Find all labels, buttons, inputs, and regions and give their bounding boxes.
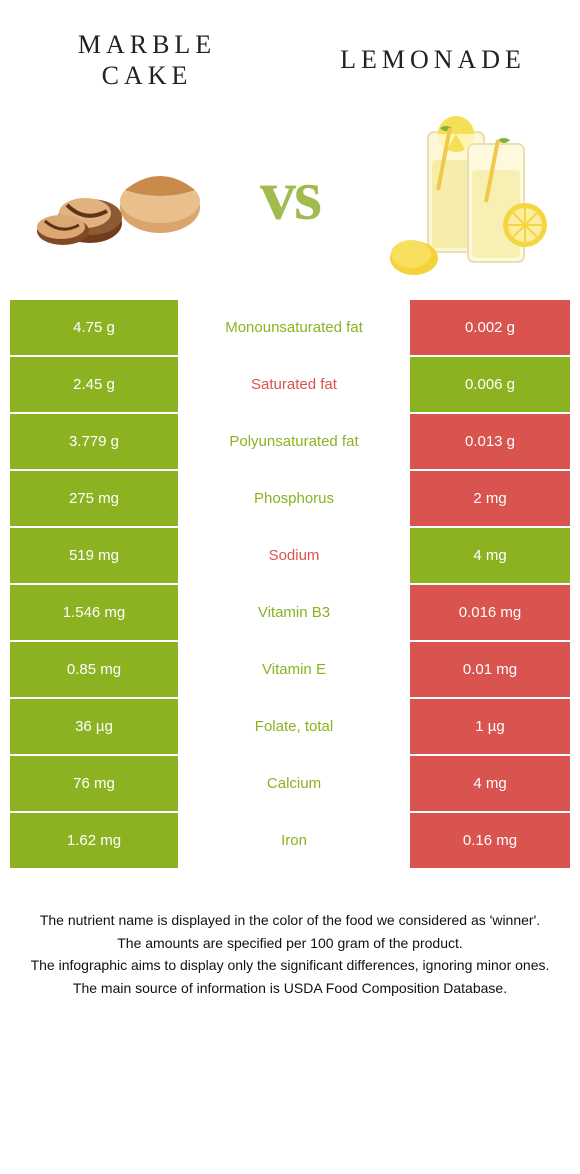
left-value: 275 mg [10, 471, 180, 528]
left-value: 3.779 g [10, 414, 180, 471]
images-row: vs [0, 100, 580, 300]
nutrient-label: Phosphorus [180, 471, 410, 528]
right-value: 4 mg [410, 756, 570, 813]
nutrient-label: Folate, total [180, 699, 410, 756]
right-value: 1 µg [410, 699, 570, 756]
nutrient-label: Calcium [180, 756, 410, 813]
left-value: 4.75 g [10, 300, 180, 357]
left-value: 2.45 g [10, 357, 180, 414]
marble-cake-image [20, 110, 210, 280]
right-value: 2 mg [410, 471, 570, 528]
right-value: 0.013 g [410, 414, 570, 471]
table-row: 3.779 gPolyunsaturated fat0.013 g [10, 414, 570, 471]
table-row: 1.546 mgVitamin B30.016 mg [10, 585, 570, 642]
nutrient-table: 4.75 gMonounsaturated fat0.002 g2.45 gSa… [10, 300, 570, 870]
nutrient-label: Polyunsaturated fat [180, 414, 410, 471]
nutrient-label: Saturated fat [180, 357, 410, 414]
footer-line-4: The main source of information is USDA F… [30, 978, 550, 1000]
right-value: 0.01 mg [410, 642, 570, 699]
table-row: 76 mgCalcium4 mg [10, 756, 570, 813]
nutrient-label: Monounsaturated fat [180, 300, 410, 357]
right-value: 0.006 g [410, 357, 570, 414]
left-value: 76 mg [10, 756, 180, 813]
title-left: Marble cake [30, 29, 264, 91]
right-value: 0.16 mg [410, 813, 570, 870]
right-value: 0.002 g [410, 300, 570, 357]
vs-label: vs [260, 154, 320, 237]
table-row: 36 µgFolate, total1 µg [10, 699, 570, 756]
table-row: 2.45 gSaturated fat0.006 g [10, 357, 570, 414]
nutrient-label: Iron [180, 813, 410, 870]
left-value: 0.85 mg [10, 642, 180, 699]
footer-line-2: The amounts are specified per 100 gram o… [30, 933, 550, 955]
table-row: 275 mgPhosphorus2 mg [10, 471, 570, 528]
left-value: 1.62 mg [10, 813, 180, 870]
footer-line-3: The infographic aims to display only the… [30, 955, 550, 977]
lemonade-image [370, 110, 560, 280]
left-value: 36 µg [10, 699, 180, 756]
footer-notes: The nutrient name is displayed in the co… [0, 870, 580, 1000]
nutrient-label: Vitamin B3 [180, 585, 410, 642]
nutrient-label: Sodium [180, 528, 410, 585]
table-row: 4.75 gMonounsaturated fat0.002 g [10, 300, 570, 357]
right-value: 4 mg [410, 528, 570, 585]
right-value: 0.016 mg [410, 585, 570, 642]
table-row: 1.62 mgIron0.16 mg [10, 813, 570, 870]
title-right: Lemonade [316, 45, 550, 75]
left-value: 519 mg [10, 528, 180, 585]
footer-line-1: The nutrient name is displayed in the co… [30, 910, 550, 932]
table-row: 0.85 mgVitamin E0.01 mg [10, 642, 570, 699]
nutrient-label: Vitamin E [180, 642, 410, 699]
header: Marble cake Lemonade [0, 0, 580, 100]
table-row: 519 mgSodium4 mg [10, 528, 570, 585]
left-value: 1.546 mg [10, 585, 180, 642]
